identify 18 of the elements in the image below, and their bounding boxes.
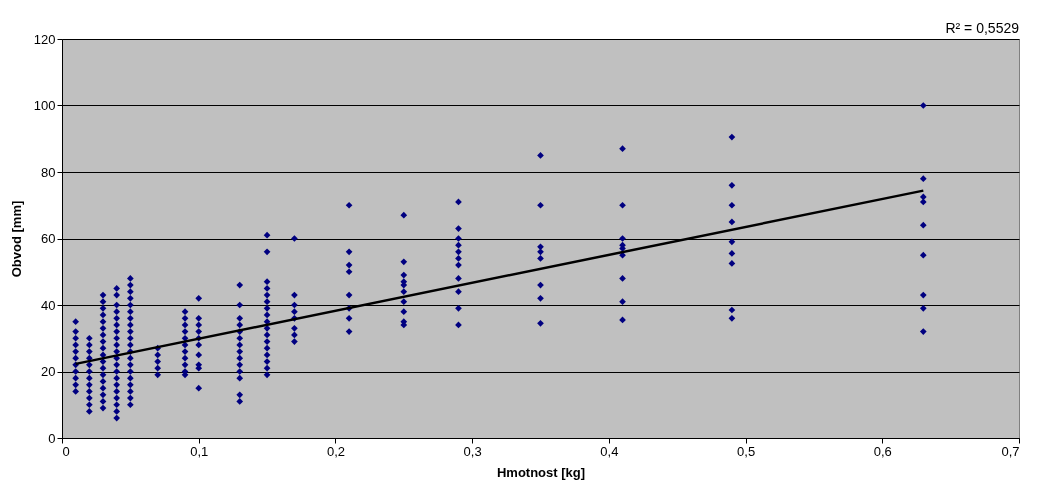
y-tick-label: 40 [41,297,56,313]
text: R² = 0,5529 [945,20,1020,36]
x-tick-label: 0,6 [873,443,892,459]
x-tick-label: 0,2 [326,443,345,459]
y-tick-label: 80 [41,164,56,180]
x-tick-label: 0,3 [463,443,482,459]
x-tick-label: 0,7 [1001,443,1020,459]
y-tick-label: 100 [33,98,56,113]
x-tick-label: 0,5 [737,443,756,459]
x-axis-title: Hmotnost [kg] [496,464,586,480]
y-axis-title: Obvod [mm] [8,200,24,278]
y-tick-label: 20 [41,364,56,379]
x-tick-label: 0,1 [190,443,209,459]
x-tick-label: 0 [62,443,70,459]
y-tick-label: 0 [48,430,56,446]
x-tick-label: 0,4 [600,443,619,459]
y-tick-label: 120 [33,31,56,47]
y-tick-label: 60 [41,231,56,246]
